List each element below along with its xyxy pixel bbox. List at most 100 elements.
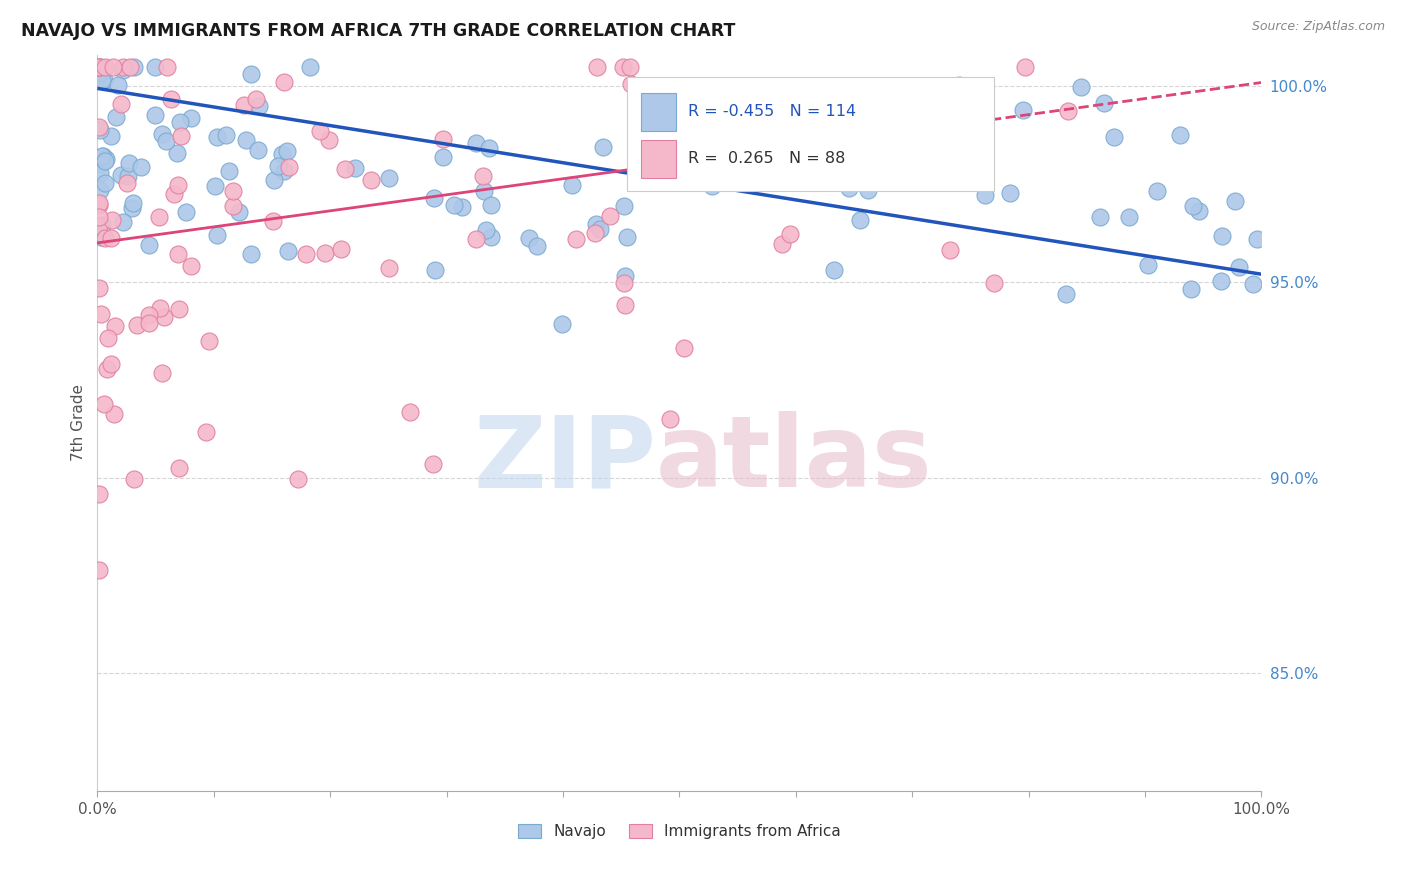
Point <box>443 198 465 212</box>
Y-axis label: 7th Grade: 7th Grade <box>72 384 86 461</box>
Point <box>101 60 124 74</box>
Point <box>432 131 454 145</box>
Point <box>823 263 845 277</box>
Text: R =  0.265   N = 88: R = 0.265 N = 88 <box>688 152 845 166</box>
Point <box>97 330 120 344</box>
Point <box>273 75 295 89</box>
Point <box>90 72 112 87</box>
Point <box>299 60 322 74</box>
Point <box>169 114 191 128</box>
Point <box>631 139 654 153</box>
Point <box>122 60 145 74</box>
Point <box>90 307 112 321</box>
Point <box>100 128 122 143</box>
Point <box>955 121 977 136</box>
Point <box>780 115 803 129</box>
Point <box>1223 194 1246 208</box>
Point <box>658 411 681 425</box>
Point <box>100 231 122 245</box>
Point <box>1070 80 1092 95</box>
Point <box>360 173 382 187</box>
Point <box>614 298 637 312</box>
Point <box>425 262 447 277</box>
Point <box>169 128 191 143</box>
Bar <box>627 78 994 191</box>
Point <box>111 60 134 74</box>
Point <box>101 213 124 227</box>
Point <box>94 60 117 74</box>
Point <box>614 269 637 284</box>
Point <box>93 154 115 169</box>
Bar <box>641 93 676 131</box>
Point <box>194 425 217 440</box>
Point <box>276 144 298 158</box>
Point <box>156 60 179 74</box>
Point <box>314 245 336 260</box>
Point <box>222 184 245 198</box>
Point <box>112 215 135 229</box>
Point <box>465 136 488 150</box>
Point <box>1057 103 1080 118</box>
Point <box>117 169 139 183</box>
Point <box>138 316 160 330</box>
Text: R = -0.455   N = 114: R = -0.455 N = 114 <box>688 104 856 120</box>
Point <box>700 179 723 194</box>
Point <box>1182 199 1205 213</box>
Point <box>110 168 132 182</box>
Point <box>636 140 658 154</box>
Point <box>204 178 226 193</box>
Point <box>1104 129 1126 144</box>
Point <box>247 143 270 157</box>
Point <box>122 472 145 486</box>
Point <box>118 60 141 74</box>
Legend: Navajo, Immigrants from Africa: Navajo, Immigrants from Africa <box>512 818 846 846</box>
Point <box>148 210 170 224</box>
Point <box>1227 260 1250 274</box>
Point <box>1014 60 1036 74</box>
Point <box>138 309 160 323</box>
Point <box>613 276 636 290</box>
Text: Source: ZipAtlas.com: Source: ZipAtlas.com <box>1251 20 1385 33</box>
Point <box>245 92 267 106</box>
Point <box>129 160 152 174</box>
Point <box>240 247 263 261</box>
Point <box>1090 210 1112 224</box>
Point <box>273 163 295 178</box>
Point <box>399 405 422 419</box>
Point <box>91 218 114 232</box>
Point <box>939 244 962 258</box>
Point <box>1211 229 1233 244</box>
Point <box>856 183 879 197</box>
Point <box>586 60 609 74</box>
Point <box>103 407 125 421</box>
Point <box>561 178 583 193</box>
Point <box>475 223 498 237</box>
Point <box>90 230 112 244</box>
Point <box>295 247 318 261</box>
Point <box>589 221 612 235</box>
Point <box>94 230 117 244</box>
Bar <box>641 140 676 178</box>
Point <box>278 160 301 174</box>
Point <box>93 72 115 87</box>
Point <box>619 60 641 74</box>
Point <box>150 366 173 380</box>
Point <box>87 281 110 295</box>
Point <box>941 149 963 163</box>
Point <box>89 122 111 136</box>
Point <box>471 169 494 184</box>
Point <box>263 173 285 187</box>
Point <box>235 133 257 147</box>
Point <box>1211 275 1233 289</box>
Point <box>583 226 606 240</box>
Point <box>89 120 111 134</box>
Point <box>318 133 340 147</box>
Point <box>1011 103 1033 117</box>
Point <box>616 229 638 244</box>
Point <box>1146 184 1168 198</box>
Point <box>107 78 129 92</box>
Point <box>180 111 202 125</box>
Point <box>432 150 454 164</box>
Point <box>550 317 572 331</box>
Point <box>228 205 250 219</box>
